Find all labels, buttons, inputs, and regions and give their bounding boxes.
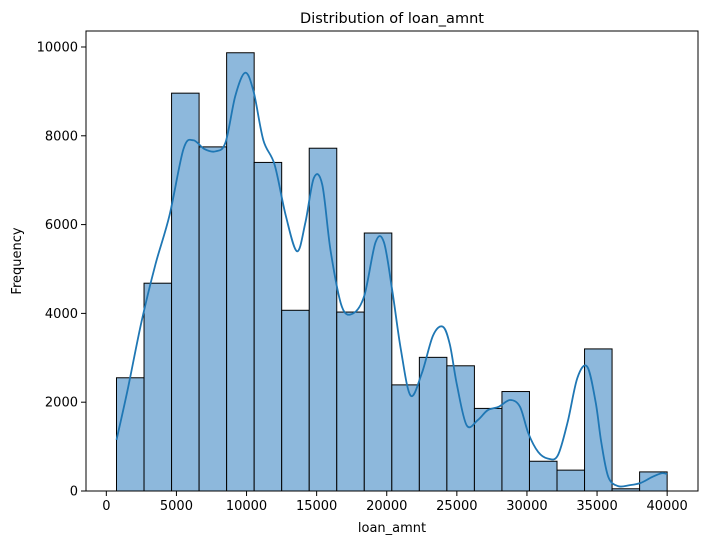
y-axis-label: Frequency <box>10 227 25 294</box>
histogram-bar-16 <box>528 460 558 492</box>
x-tick-label: 35000 <box>576 499 617 514</box>
histogram-bar-12 <box>418 356 448 492</box>
histogram-bar-17 <box>556 469 586 492</box>
histogram-bar-6 <box>253 161 283 492</box>
y-tick-label: 6000 <box>45 218 78 233</box>
x-tick-label: 20000 <box>366 499 407 514</box>
x-tick-label: 5000 <box>160 499 193 514</box>
x-axis-ticks: 0 5000 10000 15000 20000 25000 30000 35000 40000 <box>102 491 688 514</box>
x-tick-label: 0 <box>102 499 110 514</box>
histogram-bar-1 <box>115 377 145 492</box>
chart-title: Distribution of loan_amnt <box>300 11 484 27</box>
x-tick-label: 10000 <box>226 499 267 514</box>
y-tick-label: 0 <box>70 485 78 500</box>
histogram-bar-9 <box>336 311 365 492</box>
histogram-bar-4 <box>198 146 228 492</box>
y-tick-label: 4000 <box>45 307 78 322</box>
kde-curve-group <box>115 71 668 488</box>
x-axis-label: loan_amnt <box>358 521 426 536</box>
y-tick-label: 2000 <box>45 396 78 411</box>
histogram-bar-14 <box>473 407 503 492</box>
histogram-bar-13 <box>446 365 475 492</box>
histogram-bar-8 <box>308 147 338 492</box>
histogram-bar-3 <box>171 92 200 492</box>
histogram-bars <box>115 52 668 492</box>
y-axis-ticks: 0 2000 4000 6000 8000 10000 <box>37 40 86 500</box>
x-tick-label: 40000 <box>646 499 687 514</box>
x-tick-label: 25000 <box>436 499 477 514</box>
plot-area-frame <box>85 30 699 492</box>
y-tick-label: 10000 <box>37 40 78 55</box>
x-tick-label: 15000 <box>296 499 337 514</box>
kde-curve <box>115 71 668 488</box>
histogram-bar-2 <box>143 282 173 492</box>
histogram-bar-11 <box>391 384 420 492</box>
histogram-bar-7 <box>281 309 310 492</box>
x-tick-label: 30000 <box>506 499 547 514</box>
histogram-bar-15 <box>501 391 530 492</box>
histogram-bar-10 <box>363 232 393 492</box>
y-tick-label: 8000 <box>45 129 78 144</box>
